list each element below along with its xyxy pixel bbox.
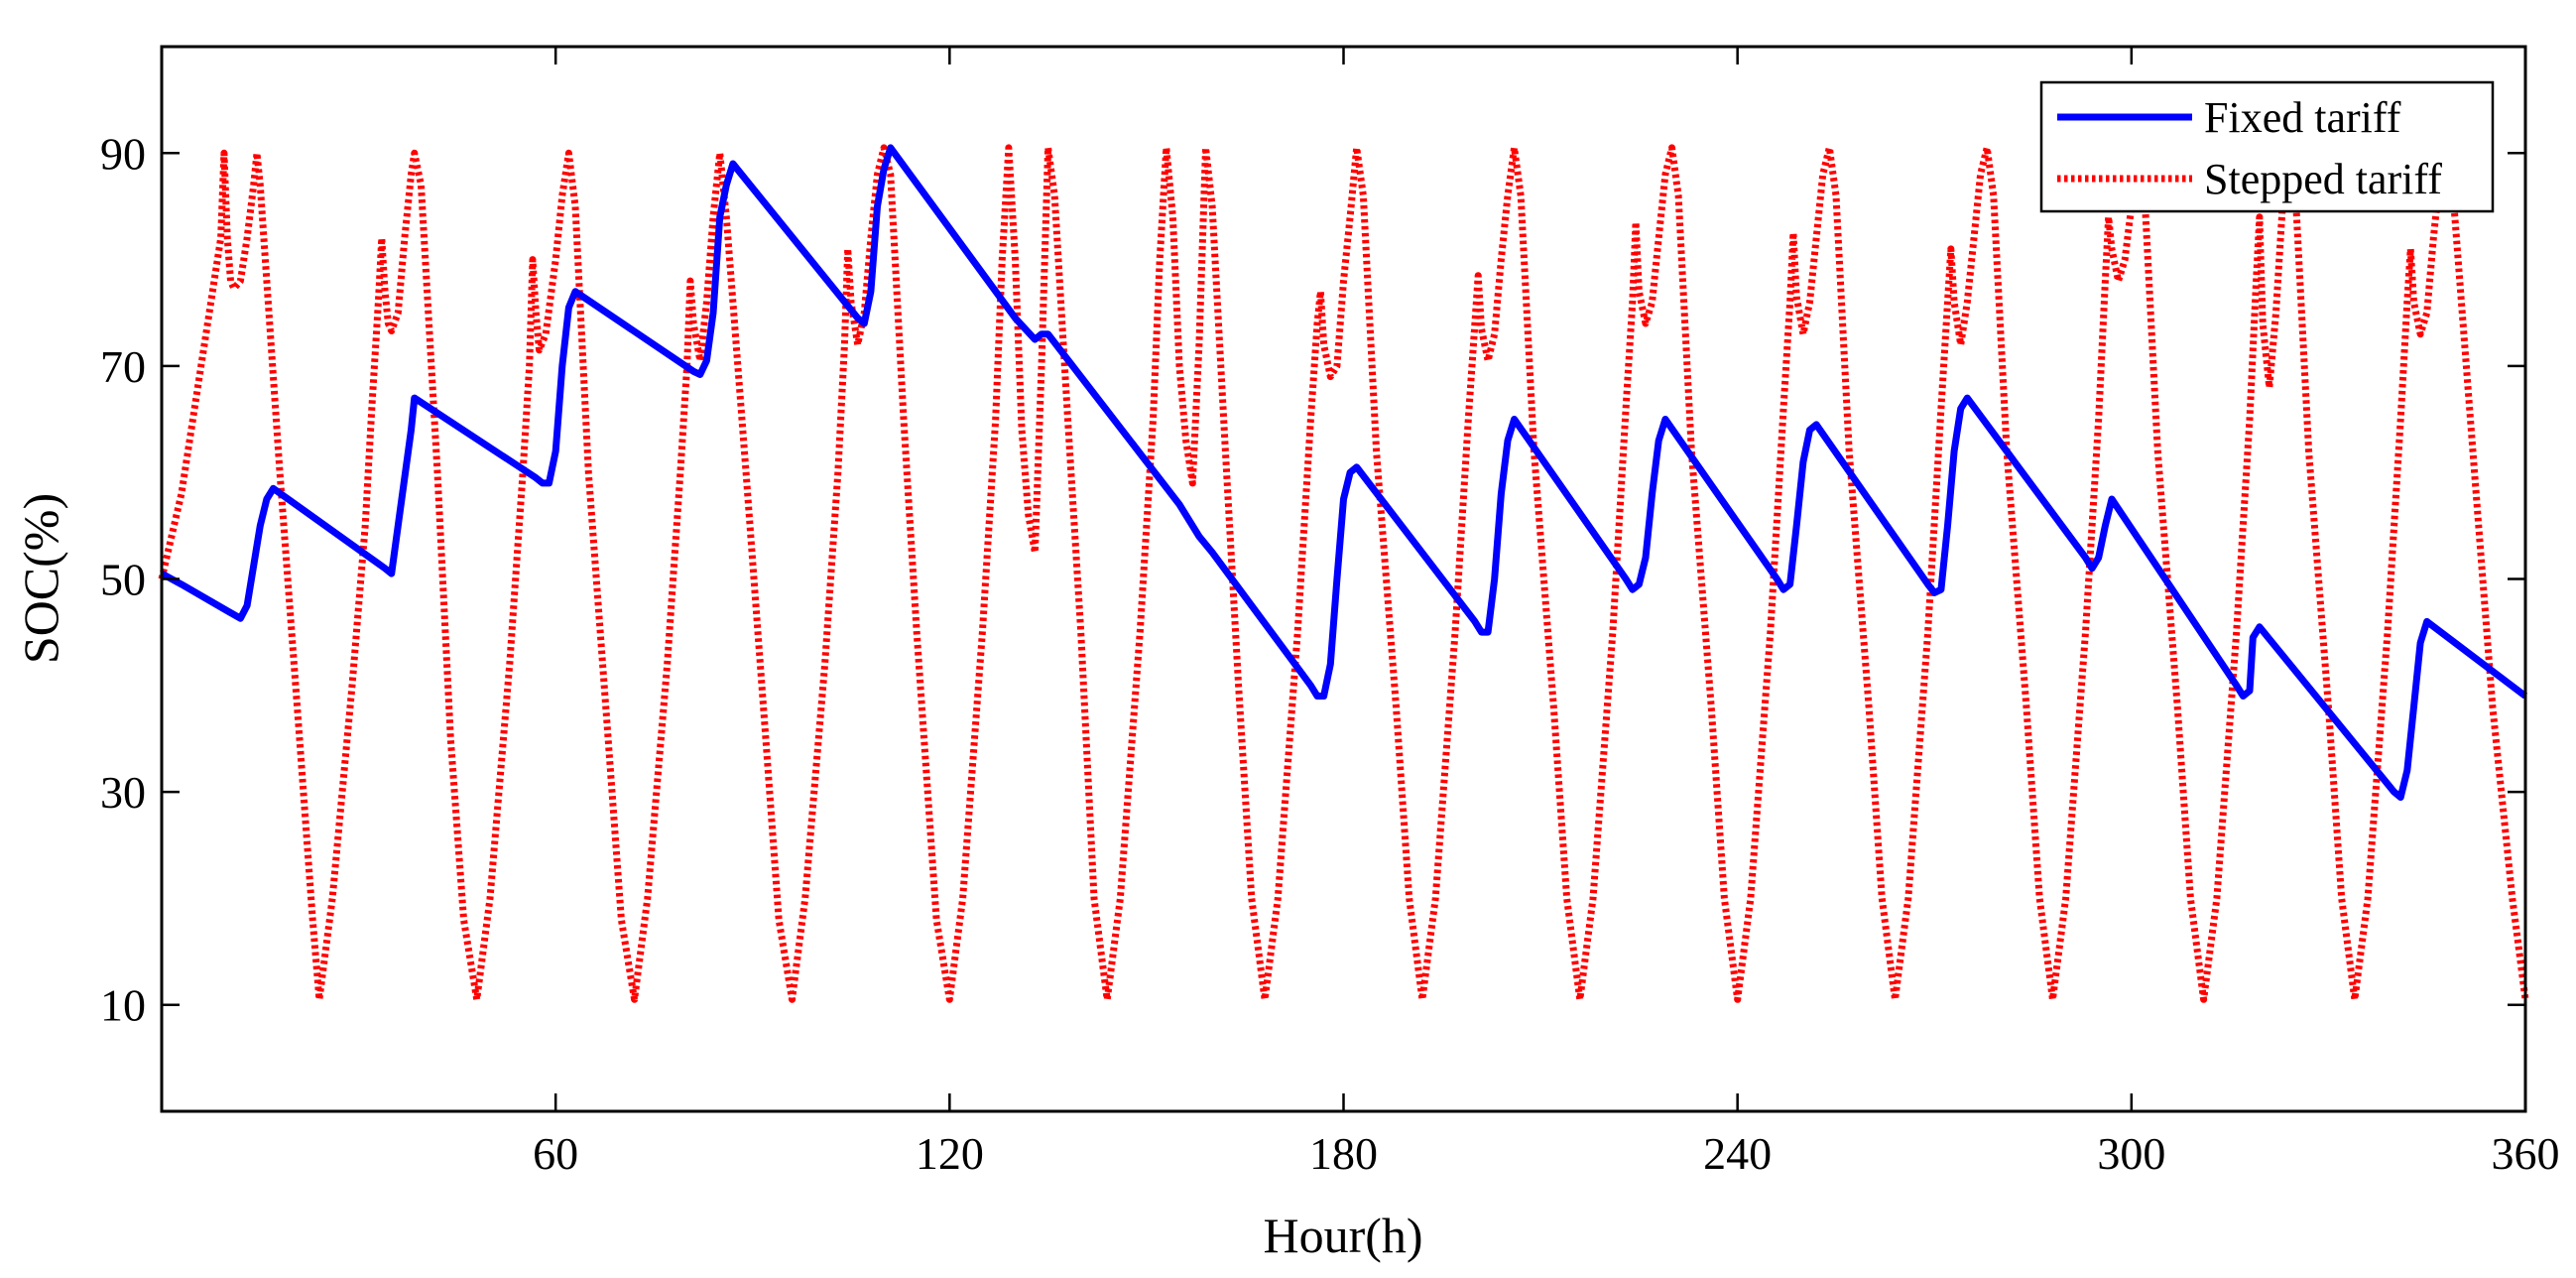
x-axis-label: Hour(h) <box>1263 1208 1422 1263</box>
y-tick-label: 90 <box>100 128 146 179</box>
x-axis-ticks: 60 120 180 240 300 360 <box>533 47 2560 1179</box>
x-tick-label: 180 <box>1309 1128 1378 1179</box>
series-layer <box>158 144 2529 1003</box>
legend-label-stepped-tariff: Stepped tariff <box>2204 155 2442 203</box>
legend-label-fixed-tariff: Fixed tariff <box>2204 93 2401 142</box>
x-tick-label: 60 <box>533 1128 578 1179</box>
x-tick-label: 300 <box>2097 1128 2165 1179</box>
y-axis-label: SOC(%) <box>13 493 68 664</box>
x-tick-label: 360 <box>2492 1128 2560 1179</box>
x-tick-label: 240 <box>1703 1128 1772 1179</box>
legend: Fixed tariff Stepped tariff <box>2039 80 2495 213</box>
y-tick-label: 10 <box>100 980 146 1031</box>
y-axis-ticks: 10 30 50 70 90 <box>100 128 2525 1031</box>
series-line-fixed-tariff <box>160 144 2528 801</box>
x-tick-label: 120 <box>916 1128 984 1179</box>
y-tick-label: 30 <box>100 767 146 818</box>
legend-box <box>2039 80 2495 213</box>
y-tick-label: 50 <box>100 555 146 605</box>
y-tick-label: 70 <box>100 341 146 392</box>
